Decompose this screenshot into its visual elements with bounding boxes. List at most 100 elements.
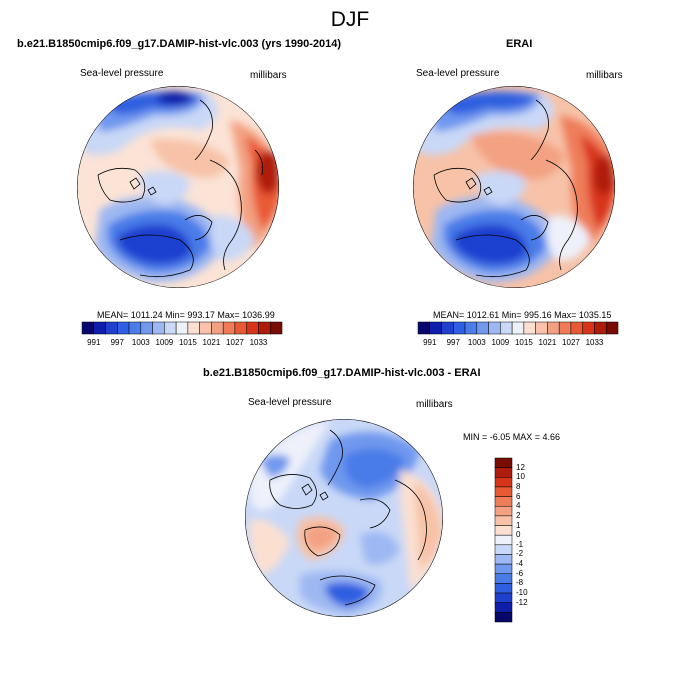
colorbar-tick-label: 12 [516, 462, 525, 472]
colorbar-swatch [175, 321, 189, 335]
colorbar-tick-label: 1003 [467, 338, 486, 347]
colorbar-tick-label: 1009 [155, 338, 174, 347]
colorbar-tick-label: 1021 [202, 338, 221, 347]
colorbar-swatch [476, 321, 489, 335]
colorbar-swatch [464, 321, 478, 335]
panel-1-left-label: Sea-level pressure [80, 68, 164, 79]
colorbar-swatch [494, 525, 513, 536]
colorbar-panel-1 [81, 321, 283, 335]
colorbar-swatch [140, 321, 153, 335]
colorbar-swatch [494, 534, 513, 546]
panel-3-right-label: millibars [416, 399, 453, 410]
colorbar-panel-2 [417, 321, 619, 335]
panel-2-map [413, 86, 615, 288]
colorbar-tick-label: 1027 [562, 338, 580, 347]
colorbar-tick-label: 8 [516, 481, 521, 491]
colorbar-swatch [511, 321, 525, 335]
colorbar-swatch [494, 544, 513, 555]
colorbar-swatch [594, 321, 607, 335]
colorbar-tick-label: -2 [516, 549, 524, 559]
colorbar-swatch [128, 321, 142, 335]
colorbar-tick-label: 1033 [585, 338, 604, 347]
colorbar-tick-label: 1015 [178, 338, 197, 347]
colorbar-swatch [246, 321, 259, 335]
panel-1-right-label: millibars [250, 70, 287, 81]
panel-3-map [245, 419, 443, 617]
colorbar-swatch [105, 321, 118, 335]
colorbar-tick-label: 1027 [226, 338, 244, 347]
colorbar-swatch [494, 554, 513, 565]
colorbar-diff [494, 457, 513, 623]
colorbar-swatch [187, 321, 200, 335]
panel-1-map [77, 86, 279, 288]
colorbar-tick-label: 6 [516, 491, 521, 501]
colorbar-tick-label: -4 [516, 559, 524, 569]
panel-3-left-label: Sea-level pressure [248, 397, 332, 408]
panel-1-title: b.e21.B1850cmip6.f09_g17.DAMIP-hist-vlc.… [17, 38, 342, 50]
colorbar-tick-label: 1015 [514, 338, 533, 347]
colorbar-swatch [494, 457, 513, 468]
colorbar-tick-label: 1 [516, 520, 521, 530]
panel-3-title: b.e21.B1850cmip6.f09_g17.DAMIP-hist-vlc.… [203, 367, 481, 379]
colorbar-swatch [494, 486, 513, 497]
panel-3-stats: MIN = -6.05 MAX = 4.66 [463, 432, 561, 442]
panel-2-left-label: Sea-level pressure [416, 68, 500, 79]
panel-2-right-label: millibars [586, 70, 623, 81]
colorbar-tick-label: 1033 [249, 338, 268, 347]
panel-2-stats: MEAN= 1012.61 Min= 995.16 Max= 1035.15 [433, 310, 612, 320]
figure-title: DJF [330, 8, 370, 31]
colorbar-swatch [500, 321, 513, 335]
colorbar-tick-label: 0 [516, 530, 521, 540]
colorbar-swatch [494, 505, 513, 517]
colorbar-swatch [523, 321, 536, 335]
colorbar-swatch [453, 321, 466, 335]
colorbar-tick-label: -1 [516, 539, 524, 549]
colorbar-tick-label: 2 [516, 510, 521, 520]
colorbar-tick-label: 997 [110, 338, 124, 347]
colorbar-swatch [494, 467, 513, 478]
colorbar-swatch [582, 321, 595, 335]
colorbar-swatch [494, 602, 513, 613]
colorbar-swatch [558, 321, 572, 335]
colorbar-swatch [494, 612, 513, 623]
colorbar-swatch [117, 321, 130, 335]
colorbar-tick-label: 1009 [491, 338, 510, 347]
colorbar-swatch [488, 321, 501, 335]
colorbar-swatch [570, 321, 583, 335]
colorbar-tick-label: -6 [516, 568, 524, 578]
colorbar-swatch [429, 321, 442, 335]
colorbar-tick-label: -10 [516, 588, 528, 598]
colorbar-swatch [547, 321, 560, 335]
colorbar-swatch [211, 321, 224, 335]
colorbar-swatch [494, 563, 513, 575]
colorbar-tick-label: 991 [87, 338, 101, 347]
colorbar-swatch [93, 321, 106, 335]
colorbar-swatch [441, 321, 454, 335]
colorbar-swatch [258, 321, 271, 335]
colorbar-swatch [152, 321, 165, 335]
colorbar-swatch [222, 321, 236, 335]
colorbar-tick-label: -8 [516, 578, 524, 588]
colorbar-tick-label: 1021 [538, 338, 557, 347]
panel-1-stats: MEAN= 1011.24 Min= 993.17 Max= 1036.99 [97, 310, 275, 320]
colorbar-tick-label: 1003 [131, 338, 150, 347]
colorbar-swatch [535, 321, 548, 335]
colorbar-swatch [417, 321, 431, 335]
colorbar-swatch [605, 321, 619, 335]
panel-2-title: ERAI [506, 38, 533, 50]
colorbar-swatch [494, 477, 513, 488]
colorbar-swatch [199, 321, 212, 335]
colorbar-swatch [81, 321, 95, 335]
colorbar-tick-label: 10 [516, 472, 525, 482]
colorbar-swatch [494, 515, 513, 526]
colorbar-swatch [494, 592, 513, 603]
colorbar-swatch [164, 321, 177, 335]
colorbar-swatch [494, 583, 513, 594]
colorbar-tick-label: -12 [516, 597, 528, 607]
colorbar-tick-label: 997 [446, 338, 460, 347]
colorbar-swatch [234, 321, 247, 335]
colorbar-tick-label: 4 [516, 501, 521, 511]
colorbar-swatch [494, 573, 513, 584]
colorbar-swatch [494, 496, 513, 507]
